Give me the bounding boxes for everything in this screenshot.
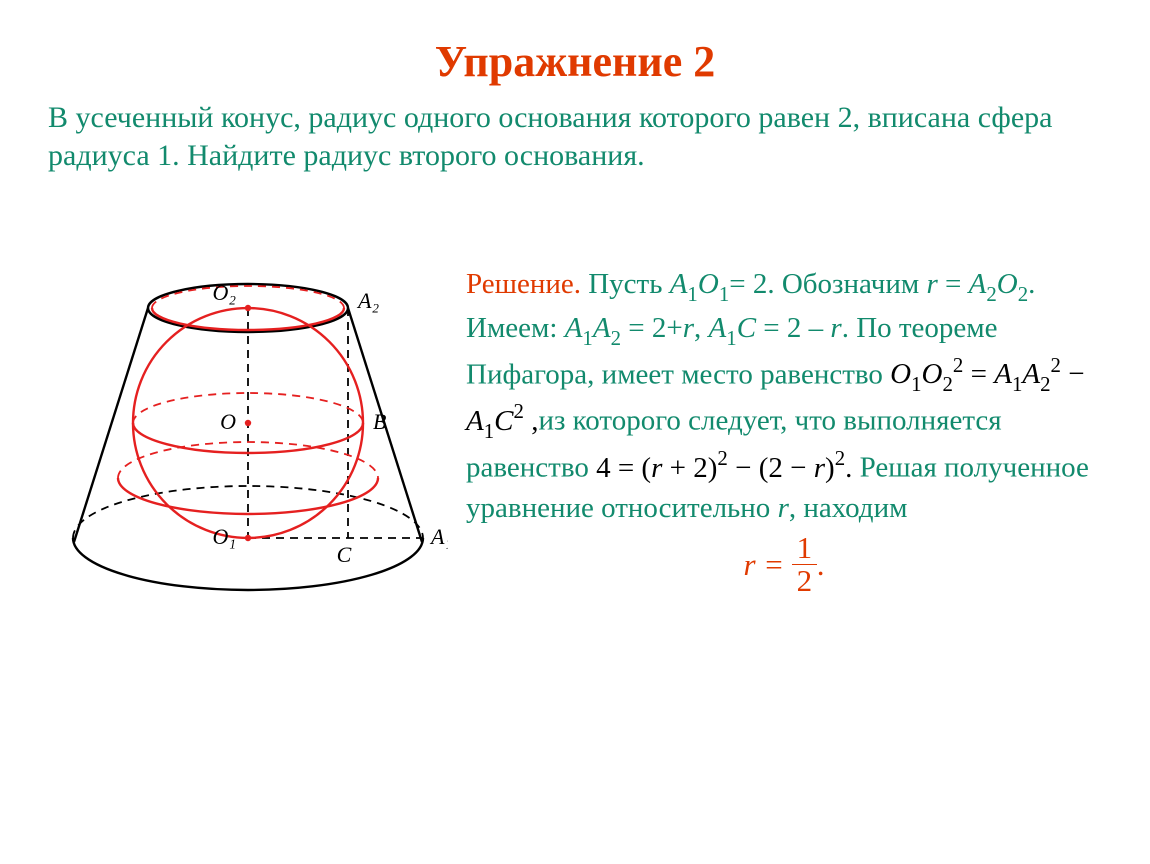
problem-statement: В усеченный конус, радиус одного основан… [48,99,1102,176]
svg-text:O₁: O₁ [212,524,236,549]
svg-text:A₁: A₁ [429,524,448,549]
answer-tail: . [817,547,825,582]
eq4: A1C = 2 – r [709,312,842,344]
var-r: r [778,492,789,524]
svg-text:O: O [220,409,236,434]
t1b: . Обозначим [767,268,926,300]
figure-truncated-cone-sphere: O₂ O O₁ A₂ B A₁ C [48,248,448,613]
t1e: , [694,312,709,344]
t1c: = [938,268,969,300]
svg-text:A₂: A₂ [356,288,379,313]
solution-text: Решение. Пусть A1O1= 2. Обозначим r = A2… [466,204,1102,601]
t3b: , находим [789,492,908,524]
svg-text:C: C [337,542,352,567]
eq3: A1A2 = 2+r [565,312,694,344]
eq6: 4 = (r + 2)2 − (2 − r)2. [596,452,852,484]
t1a: Пусть [581,268,670,300]
svg-text:O₂: O₂ [212,280,236,305]
svg-text:B: B [373,409,386,434]
eq2l: r [926,268,937,300]
content-body: O₂ O O₁ A₂ B A₁ C Решение. Пусть A1O1= 2. Обоз… [48,204,1102,613]
solution-label: Решение. [466,268,581,300]
figure-svg: O₂ O O₁ A₂ B A₁ C [48,248,448,608]
answer-lhs: r = [743,547,791,582]
answer: r = 12. [466,535,1102,601]
answer-fraction: 12 [792,532,817,598]
eq1: A1O1= 2 [670,268,768,300]
page-title: Упражнение 2 [48,36,1102,87]
eq2r: A2O2 [969,268,1029,300]
